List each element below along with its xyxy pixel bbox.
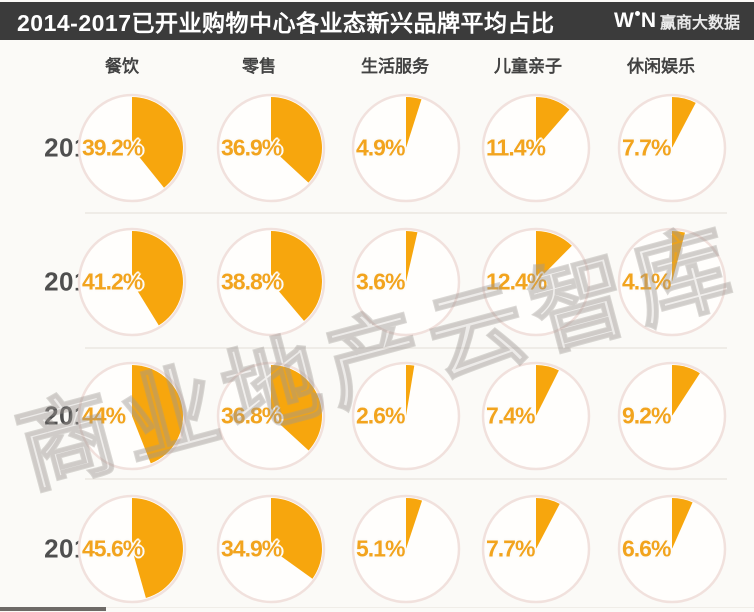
- pie-2017-col3: 5.1%: [351, 494, 461, 604]
- pie-2016-col2: 36.8%: [216, 361, 326, 471]
- pie-2015-col3: 3.6%: [351, 227, 461, 337]
- pie-svg: [617, 227, 727, 337]
- pie-svg: [77, 361, 187, 471]
- pie-wedge: [672, 231, 685, 282]
- pie-2014-col3: 4.9%: [351, 93, 461, 203]
- pie-svg: [351, 494, 461, 604]
- pie-svg: [216, 494, 326, 604]
- pie-wedge: [271, 365, 322, 451]
- pie-value-label: 38.8%: [221, 268, 282, 295]
- column-header: 餐饮: [105, 57, 139, 76]
- pie-value-label: 39.2%: [82, 134, 143, 161]
- pie-wedge: [536, 498, 560, 549]
- pie-value-label: 41.2%: [82, 268, 143, 295]
- column-header: 休闲娱乐: [627, 57, 695, 76]
- pie-svg: [216, 93, 326, 203]
- pie-wedge: [536, 231, 572, 282]
- pie-value-label: 9.2%: [622, 402, 671, 429]
- pie-2016-col5: 9.2%: [617, 361, 727, 471]
- pie-svg: [351, 93, 461, 203]
- row-divider: [85, 347, 727, 349]
- logo-brand-text: 赢商大数据: [659, 15, 740, 32]
- column-header: 生活服务: [361, 57, 429, 76]
- pie-value-label: 45.6%: [82, 535, 143, 562]
- pie-svg: [351, 361, 461, 471]
- pie-value-label: 11.4%: [486, 134, 546, 161]
- page-title: 2014-2017已开业购物中心各业态新兴品牌平均占比: [17, 10, 555, 36]
- pie-wedge: [271, 97, 323, 183]
- pie-svg: [617, 494, 727, 604]
- pie-2014-col2: 36.9%: [216, 93, 326, 203]
- pie-wedge: [271, 231, 322, 321]
- pie-2014-col1: 39.2%: [77, 93, 187, 203]
- pie-wedge: [406, 498, 423, 549]
- pie-2017-col5: 6.6%: [617, 494, 727, 604]
- pie-wedge: [132, 365, 183, 464]
- pie-svg: [481, 361, 591, 471]
- pie-wedge: [406, 231, 418, 282]
- column-header: 零售: [242, 57, 276, 76]
- pie-value-label: 44%: [82, 402, 126, 429]
- pie-value-label: 3.6%: [356, 268, 405, 295]
- pie-2015-col5: 4.1%: [617, 227, 727, 337]
- pie-wedge: [406, 365, 415, 416]
- pie-2014-col5: 7.7%: [617, 93, 727, 203]
- pie-value-label: 12.4%: [486, 268, 547, 295]
- logo-letter-w: W: [613, 9, 634, 32]
- pie-svg: [216, 361, 326, 471]
- pie-wedge: [406, 97, 422, 148]
- pie-2015-col1: 41.2%: [77, 227, 187, 337]
- pie-wedge: [132, 97, 183, 188]
- pie-wedge: [536, 97, 570, 148]
- pie-2015-col2: 38.8%: [216, 227, 326, 337]
- pie-svg: [77, 494, 187, 604]
- pie-svg: [216, 227, 326, 337]
- pie-2017-col4: 7.7%: [481, 494, 591, 604]
- pie-value-label: 7.7%: [622, 134, 671, 161]
- pie-svg: [481, 227, 591, 337]
- row-divider: [85, 212, 727, 214]
- pie-2015-col4: 12.4%: [481, 227, 591, 337]
- pie-wedge: [536, 365, 559, 416]
- pie-wedge: [672, 97, 696, 148]
- pie-value-label: 34.9%: [221, 535, 282, 562]
- pie-2014-col4: 11.4%: [481, 93, 591, 203]
- pie-wedge: [132, 498, 183, 599]
- pie-2016-col3: 2.6%: [351, 361, 461, 471]
- pie-value-label: 4.9%: [356, 134, 405, 161]
- bottom-edge-bar: [0, 607, 106, 611]
- pie-svg: [351, 227, 461, 337]
- pie-2016-col1: 44%: [77, 361, 187, 471]
- pie-value-label: 5.1%: [356, 535, 405, 562]
- pie-wedge: [271, 498, 323, 579]
- pie-value-label: 7.7%: [486, 535, 535, 562]
- pie-svg: [77, 227, 187, 337]
- pie-wedge: [132, 231, 183, 326]
- pie-value-label: 7.4%: [486, 402, 535, 429]
- pie-value-label: 6.6%: [622, 535, 671, 562]
- pie-value-label: 36.9%: [221, 134, 282, 161]
- pie-svg: [77, 93, 187, 203]
- logo-dot-icon: [634, 11, 640, 16]
- pie-svg: [617, 93, 727, 203]
- pie-value-label: 4.1%: [622, 268, 671, 295]
- column-header: 儿童亲子: [494, 57, 562, 76]
- pie-wedge: [672, 498, 693, 549]
- pie-2016-col4: 7.4%: [481, 361, 591, 471]
- pie-svg: [481, 494, 591, 604]
- pie-wedge: [672, 365, 700, 416]
- pie-svg: [481, 93, 591, 203]
- row-divider: [85, 478, 727, 480]
- pie-value-label: 2.6%: [356, 402, 405, 429]
- logo-letter-n: N: [640, 9, 656, 32]
- pie-svg: [617, 361, 727, 471]
- pie-2017-col1: 45.6%: [77, 494, 187, 604]
- bottom-divider-line: [0, 607, 754, 608]
- pie-2017-col2: 34.9%: [216, 494, 326, 604]
- pie-value-label: 36.8%: [221, 402, 282, 429]
